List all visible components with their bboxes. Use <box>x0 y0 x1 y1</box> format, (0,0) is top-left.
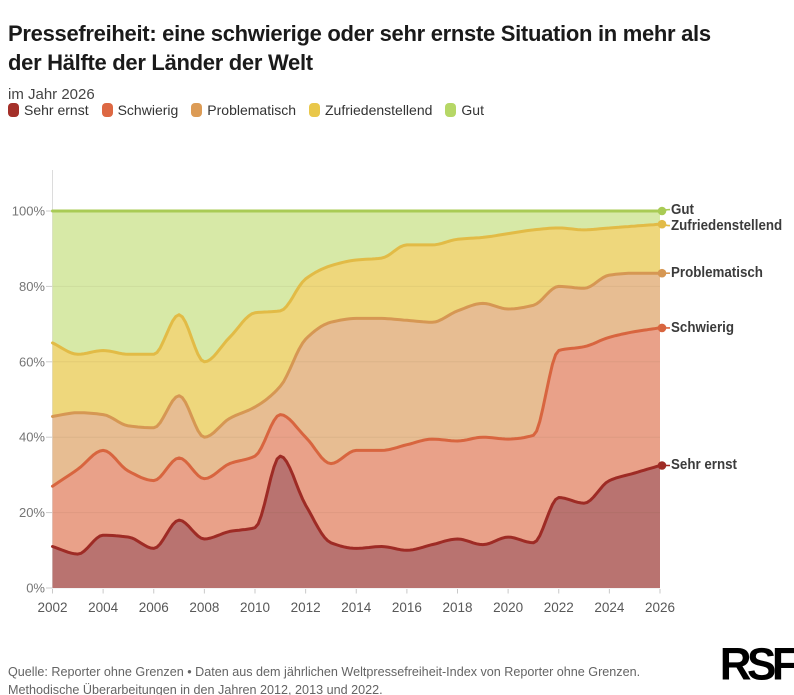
right-label-problematisch: Problematisch <box>671 265 763 281</box>
right-label-gut: Gut <box>671 202 694 218</box>
legend-label: Problematisch <box>207 102 296 118</box>
legend-item-zufriedenstellend: Zufriedenstellend <box>309 102 432 118</box>
legend-swatch-schwierig <box>101 103 113 117</box>
y-axis-label: 20% <box>19 505 45 520</box>
stacked-area-chart[interactable]: 0% 20% 40% 60% 80% 100% 2002 2004 2006 2008 2010 20… <box>0 150 794 635</box>
legend-label: Gut <box>461 102 484 118</box>
legend-item-sehr-ernst: Sehr ernst <box>8 102 89 118</box>
y-axis-label: 0% <box>26 581 45 596</box>
end-dot-schwierig <box>657 323 667 333</box>
x-axis-label: 2004 <box>88 600 119 615</box>
legend-swatch-gut <box>445 103 457 117</box>
x-axis-label: 2020 <box>493 600 523 615</box>
y-axis-label: 60% <box>19 354 45 369</box>
rsf-logo-text: RSF <box>719 639 794 690</box>
legend-swatch-zufriedenstellend <box>309 103 320 117</box>
legend-label: Zufriedenstellend <box>325 102 433 118</box>
x-axis-label: 2022 <box>544 600 574 615</box>
area-gut <box>52 211 660 362</box>
legend-label: Schwierig <box>117 102 179 118</box>
x-axis-label: 2002 <box>37 600 67 615</box>
legend-swatch-sehr-ernst <box>8 103 19 117</box>
line-schwierig <box>51 326 662 488</box>
right-label-sehr-ernst: Sehr ernst <box>671 457 737 473</box>
legend: Sehr ernst Schwierig Problematisch Zufriede… <box>8 102 484 118</box>
chart-subtitle: im Jahr 2026 <box>8 86 95 103</box>
y-axis-label: 100% <box>12 204 46 219</box>
area-problematisch <box>52 273 660 487</box>
x-axis-label: 2010 <box>240 600 270 615</box>
y-axis-label: 40% <box>19 430 45 445</box>
x-axis-label: 2012 <box>291 600 321 615</box>
chart-title: Pressefreiheit: eine schwierige oder seh… <box>8 20 711 75</box>
end-dot-gut <box>657 206 667 216</box>
area-sehr-ernst <box>52 456 660 588</box>
legend-item-problematisch: Problematisch <box>191 102 296 118</box>
area-schwierig <box>52 327 660 555</box>
y-axis-label: 80% <box>19 279 45 294</box>
line-zufriedenstellend <box>51 222 662 364</box>
end-dot-zufriedenstellend <box>657 219 667 229</box>
legend-item-schwierig: Schwierig <box>101 102 179 118</box>
right-label-schwierig: Schwierig <box>671 320 735 336</box>
right-label-zufriedenstellend: Zufriedenstellend <box>671 218 783 234</box>
x-axis-label: 2006 <box>139 600 169 615</box>
end-dot-problematisch <box>657 268 667 278</box>
line-sehr-ernst <box>51 454 662 556</box>
end-dot-sehr-ernst <box>657 461 667 470</box>
line-problematisch <box>51 271 662 439</box>
legend-label: Sehr ernst <box>24 102 89 118</box>
source-note: Quelle: Reporter ohne Grenzen • Daten au… <box>8 664 641 695</box>
x-axis-label: 2014 <box>341 600 372 615</box>
area-zufriedenstellend <box>52 224 660 438</box>
rsf-logo: RSF <box>720 637 794 693</box>
x-axis-label: 2016 <box>392 600 422 615</box>
x-axis-label: 2018 <box>442 600 472 615</box>
x-axis-label: 2026 <box>645 600 675 615</box>
x-axis-label: 2008 <box>189 600 219 615</box>
x-axis-label: 2024 <box>594 600 625 615</box>
legend-item-gut: Gut <box>445 102 484 118</box>
legend-swatch-problematisch <box>191 103 203 117</box>
